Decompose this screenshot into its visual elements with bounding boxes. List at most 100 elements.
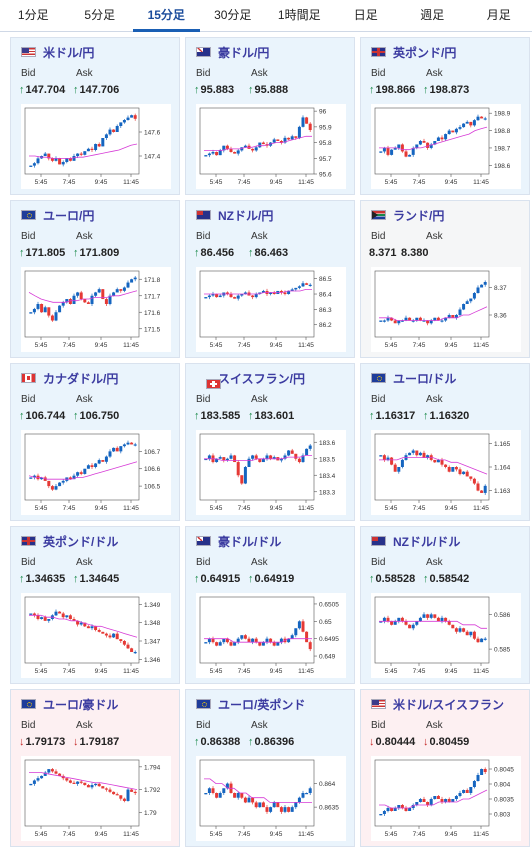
candle-body: [50, 158, 54, 161]
x-tick-label: 7:45: [63, 831, 76, 838]
pair-name[interactable]: ランド/円: [393, 208, 445, 223]
ask-value: ↑106.750: [73, 410, 119, 422]
x-tick-label: 7:45: [63, 179, 76, 186]
candle-body: [207, 295, 211, 298]
candle-body: [72, 156, 76, 161]
x-tick-label: 5:45: [35, 668, 48, 675]
pair-name[interactable]: ユーロ/ドル: [393, 371, 457, 386]
tab-0[interactable]: 1分足: [17, 8, 49, 22]
pair-name[interactable]: 米ドル/円: [43, 45, 95, 60]
x-tick-label: 7:45: [238, 179, 251, 186]
tab-2[interactable]: 15分足: [133, 0, 200, 32]
candle-body: [133, 115, 137, 119]
plot-frame: [374, 596, 490, 664]
currency-card[interactable]: NZドル/円 Bid Ask ↑86.456 ↑86.463 86.5 86.4 86.3 86…: [185, 200, 355, 358]
candle-body: [301, 117, 305, 127]
currency-card[interactable]: ユーロ/円 Bid Ask ↑171.805 ↑171.809 171.8 171.7 171…: [10, 200, 180, 358]
candle-body: [422, 799, 426, 802]
tab-7[interactable]: 月足: [486, 8, 511, 22]
currency-card[interactable]: 豪ドル/円 Bid Ask ↑95.883 ↑95.888 96 95.9 95.8 95.7 9…: [185, 37, 355, 195]
bid-label: Bid: [21, 68, 36, 79]
candle-body: [133, 791, 137, 794]
pair-name[interactable]: NZドル/円: [218, 208, 274, 223]
pair-name[interactable]: スイスフラン/円: [218, 371, 305, 386]
price-chart: 1.165 1.164 1.163 5:45 7:45 9:45 11:45: [371, 430, 521, 515]
tab-5[interactable]: 日足: [353, 8, 378, 22]
candle-body: [386, 808, 390, 811]
candle-body: [404, 151, 408, 157]
candle-body: [204, 297, 208, 299]
candle-body: [215, 642, 219, 646]
pair-name[interactable]: カナダドル/円: [43, 371, 119, 386]
pair-name[interactable]: ユーロ/豪ドル: [43, 697, 119, 712]
candle-body: [233, 297, 237, 299]
candle-body: [211, 152, 215, 154]
tab-6[interactable]: 週足: [420, 8, 445, 22]
candle-body: [308, 445, 312, 449]
candle-body: [390, 149, 394, 155]
currency-card[interactable]: スイスフラン/円 Bid Ask ↑183.585 ↑183.601 183.6 183.5…: [185, 363, 355, 521]
candle-body: [108, 451, 112, 457]
candle-body: [32, 163, 36, 166]
candle-body: [283, 807, 287, 812]
pair-name[interactable]: ユーロ/英ポンド: [218, 697, 306, 712]
ask-value-text: 0.64919: [254, 573, 295, 585]
currency-card[interactable]: カナダドル/円 Bid Ask ↑106.744 ↑106.750 106.7 106.6 1…: [10, 363, 180, 521]
up-arrow-icon: ↑: [73, 410, 79, 422]
y-tick-label: 147.6: [144, 130, 161, 137]
candle-body: [397, 617, 401, 622]
up-arrow-icon: ↑: [194, 247, 200, 259]
pair-name[interactable]: 豪ドル/ドル: [218, 534, 282, 549]
candle-body: [58, 773, 62, 776]
currency-card[interactable]: 豪ドル/ドル Bid Ask ↑0.64915 ↑0.64919 0.6505 0.65 0.…: [185, 526, 355, 684]
candle-body: [58, 482, 62, 487]
pair-header: 豪ドル/ドル: [196, 533, 281, 549]
pair-name[interactable]: 豪ドル/円: [218, 45, 270, 60]
tab-1[interactable]: 5分足: [84, 8, 116, 22]
price-chart: 96 95.9 95.8 95.7 95.6 5:45 7:45 9:45 11:45: [196, 104, 346, 189]
currency-card[interactable]: ユーロ/ドル Bid Ask ↑1.16317 ↑1.16320 1.165 1.164 1.…: [360, 363, 530, 521]
candle-body: [79, 153, 83, 155]
candle-body: [54, 486, 58, 490]
candle-body: [254, 455, 258, 459]
bid-value-text: 8.371: [369, 247, 397, 259]
bid-label: Bid: [21, 231, 36, 242]
currency-card[interactable]: NZドル/ドル Bid Ask ↑0.58528 ↑0.58542 0.586 0.585 5…: [360, 526, 530, 684]
candle-body: [130, 442, 134, 445]
currency-card[interactable]: 米ドル/円 Bid Ask ↑147.704 ↑147.706 147.6 147.4 5:4…: [10, 37, 180, 195]
moving-average-line: [379, 620, 487, 629]
pair-name[interactable]: 英ポンド/円: [393, 45, 457, 60]
candle-body: [454, 796, 458, 799]
pair-name[interactable]: 米ドル/スイスフラン: [393, 697, 504, 712]
candle-body: [76, 472, 80, 476]
x-tick-label: 7:45: [238, 505, 251, 512]
currency-card[interactable]: 英ポンド/ドル Bid Ask ↑1.34635 ↑1.34645 1.349 1.348 1…: [10, 526, 180, 684]
pair-name[interactable]: NZドル/ドル: [393, 534, 461, 549]
candle-body: [229, 455, 233, 459]
tab-4[interactable]: 1時間足: [277, 8, 321, 22]
au-flag-icon: [196, 47, 211, 57]
currency-card[interactable]: ユーロ/豪ドル Bid Ask ↓1.79173 ↓1.79187 1.794 1.792 1…: [10, 689, 180, 847]
candle-body: [261, 142, 265, 145]
x-tick-label: 9:45: [445, 831, 458, 838]
x-tick-label: 11:45: [473, 668, 489, 675]
candle-body: [397, 467, 401, 472]
candle-body: [408, 317, 412, 321]
y-tick-label: 1.794: [144, 764, 161, 771]
candle-body: [47, 307, 51, 316]
x-tick-label: 5:45: [385, 831, 398, 838]
tab-3[interactable]: 30分足: [214, 8, 252, 22]
currency-card[interactable]: ランド/円 Bid Ask 8.371 8.380 8.37 8.36 5:45 7:45 9:4…: [360, 200, 530, 358]
pair-name[interactable]: ユーロ/円: [43, 208, 95, 223]
candle-body: [483, 769, 487, 772]
bid-value-text: 95.883: [200, 84, 235, 96]
currency-card[interactable]: 英ポンド/円 Bid Ask ↑198.866 ↑198.873 198.9 198.8 19…: [360, 37, 530, 195]
pair-name[interactable]: 英ポンド/ドル: [43, 534, 119, 549]
currency-card[interactable]: 米ドル/スイスフラン Bid Ask ↓0.80444 ↓0.80459 0.8045 0.…: [360, 689, 530, 847]
ask-value-text: 0.80459: [429, 736, 470, 748]
candle-body: [418, 617, 422, 622]
candle-body: [305, 631, 309, 643]
moving-average-line: [379, 789, 488, 809]
currency-card[interactable]: ユーロ/英ポンド Bid Ask ↑0.86388 ↑0.86396 0.864 0.863…: [185, 689, 355, 847]
ask-value: ↑147.706: [73, 84, 119, 96]
